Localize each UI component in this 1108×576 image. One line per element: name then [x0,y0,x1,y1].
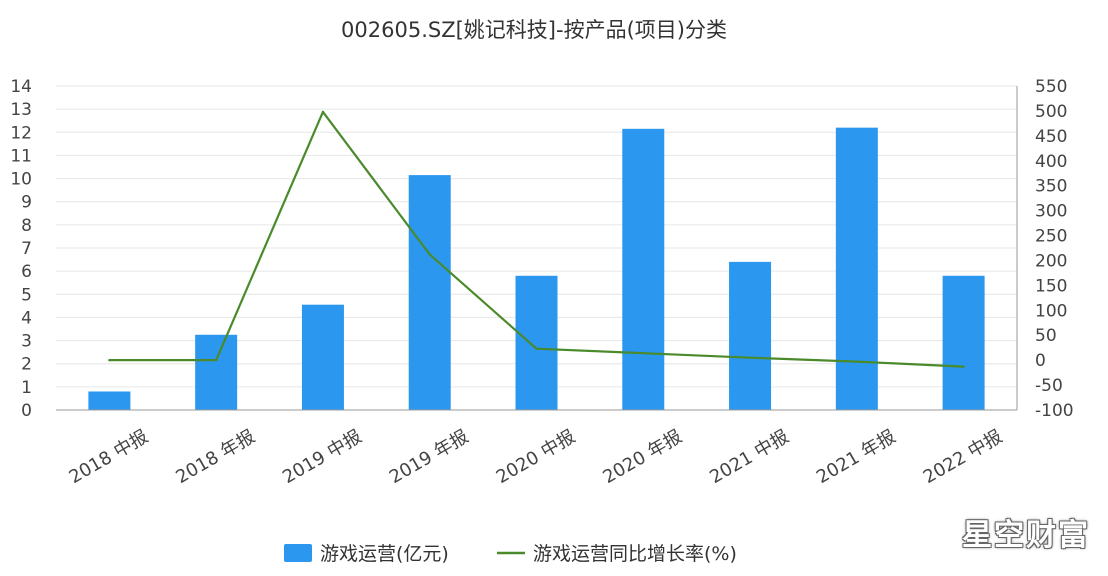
right-axis-tick-label: 350 [1035,177,1067,197]
bar [88,391,131,410]
left-axis-tick-label: 6 [21,262,32,282]
left-axis-tick-label: 12 [10,123,32,143]
left-axis-tick-label: 0 [21,401,32,421]
growth-rate-point [321,110,325,114]
legend-line-label: 游戏运营同比增长率(%) [533,543,737,565]
left-axis-tick-label: 2 [21,355,32,375]
legend-bar-label: 游戏运营(亿元) [320,543,449,565]
bar [729,261,772,410]
left-axis-tick-label: 11 [10,146,32,166]
chart-title: 002605.SZ[姚记科技]-按产品(项目)分类 [341,18,727,42]
growth-rate-point [962,365,965,368]
x-axis-tick-label: 2019 中报 [279,426,365,488]
left-axis-tick-label: 13 [10,100,32,120]
legend-bar-swatch [284,544,312,562]
right-axis-tick-label: 150 [1035,276,1067,296]
watermark-text: 星空财富 [962,518,1090,553]
growth-rate-point [855,360,859,363]
line-series [108,110,965,368]
growth-rate-point [108,358,111,362]
bar [835,127,878,411]
axes: 01234567891011121314-100-500501001502002… [10,77,1073,421]
left-axis-tick-label: 4 [21,308,32,328]
left-axis-tick-label: 5 [21,285,32,305]
x-axis-tick-label: 2020 年报 [599,426,685,488]
left-axis-tick-label: 1 [21,378,32,398]
left-axis-tick-label: 3 [21,332,32,352]
x-axis-tick-label: 2022 中报 [920,426,1006,488]
x-axis-tick-label: 2021 中报 [706,426,792,488]
x-axis-tick-label: 2021 年报 [813,426,899,488]
x-axis-tick-label: 2019 年报 [386,426,472,488]
growth-rate-point [642,351,645,355]
x-axis-tick-label: 2018 年报 [172,426,258,488]
right-axis-tick-label: 550 [1035,77,1067,97]
bar [195,334,238,410]
bar [942,275,985,410]
bar [622,128,665,411]
growth-rate-point [535,347,538,350]
bar [301,304,344,410]
growth-rate-point [748,356,752,359]
right-axis-tick-label: 0 [1035,351,1046,371]
x-axis-labels: 2018 中报 2018 年报 2019 中报 2019 年报 2020 中报 2020 … [66,426,1007,488]
left-axis-tick-label: 8 [21,216,32,236]
right-axis-tick-label: -100 [1035,401,1074,421]
right-axis-tick-label: 250 [1035,227,1067,247]
x-axis-tick-label: 2020 中报 [493,426,579,488]
left-axis-tick-label: 9 [21,193,32,213]
right-axis-tick-label: -50 [1035,376,1063,396]
right-axis-tick-label: 50 [1035,326,1057,346]
bar-series [88,127,985,411]
bar [515,275,558,410]
right-axis-tick-label: 450 [1035,127,1067,147]
x-axis-tick-label: 2018 中报 [66,426,152,488]
left-axis-tick-label: 14 [10,77,32,97]
left-axis-tick-label: 10 [10,170,32,190]
right-axis-tick-label: 500 [1035,102,1067,122]
growth-rate-point [428,253,431,256]
right-axis-tick-label: 300 [1035,202,1067,222]
right-axis-tick-label: 100 [1035,301,1067,321]
growth-rate-point [214,358,218,362]
bar [408,175,451,410]
legend: 游戏运营(亿元) 游戏运营同比增长率(%) [284,543,737,565]
left-axis-tick-label: 7 [21,239,32,259]
right-axis-tick-label: 200 [1035,251,1067,271]
right-axis-tick-label: 400 [1035,152,1067,172]
